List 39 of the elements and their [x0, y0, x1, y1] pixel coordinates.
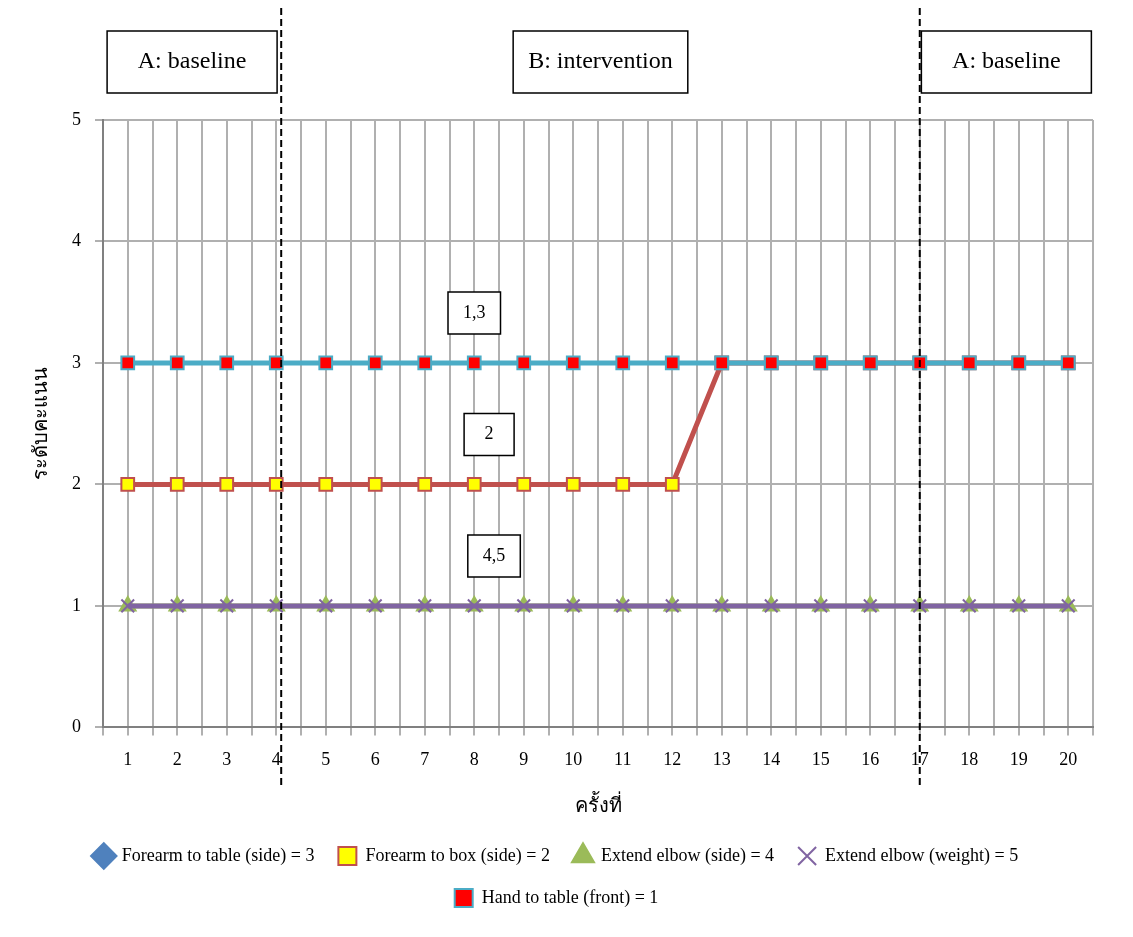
x-tick-label: 5	[321, 748, 331, 769]
legend-label: Hand to table (front) = 1	[481, 886, 659, 908]
x-tick-label: 7	[420, 748, 430, 769]
legend-label: Forearm to table (side) = 3	[121, 844, 315, 866]
x-tick-label: 4	[271, 748, 281, 769]
y-tick-label: 3	[72, 351, 81, 372]
x-tick-label: 12	[663, 748, 682, 769]
x-tick-label: 10	[564, 748, 583, 769]
annotation: 1,3	[463, 301, 486, 322]
annotation: 2	[484, 423, 494, 444]
x-tick-label: 3	[222, 748, 232, 769]
x-tick-label: 8	[469, 748, 479, 769]
annotation: 4,5	[482, 544, 506, 565]
legend-label: Extend elbow (weight) = 5	[825, 844, 1019, 866]
x-tick-label: 15	[811, 748, 830, 769]
x-tick-label: 6	[370, 748, 380, 769]
x-tick-label: 18	[960, 748, 979, 769]
text: A: baseline	[952, 47, 1061, 74]
y-tick-label: 1	[72, 594, 81, 615]
y-tick-label: 2	[72, 473, 81, 494]
legend-label: Extend elbow (side) = 4	[601, 844, 775, 866]
text: A: baseline	[137, 47, 247, 74]
x-tick-label: 16	[861, 748, 880, 769]
y-axis-title: ระดับคะแนน	[29, 367, 52, 481]
x-tick-label: 1	[123, 748, 133, 769]
x-tick-label: 14	[762, 748, 781, 769]
x-tick-label: 9	[519, 748, 529, 769]
x-tick-label: 19	[1009, 748, 1028, 769]
text: B: intervention	[528, 47, 673, 74]
x-tick-label: 17	[910, 748, 929, 769]
x-tick-label: 20	[1059, 748, 1078, 769]
y-tick-label: 5	[72, 108, 81, 129]
x-tick-label: 2	[172, 748, 182, 769]
x-axis-title: ครั้งที่	[574, 791, 622, 817]
legend-label: Forearm to box (side) = 2	[365, 844, 551, 866]
y-tick-label: 4	[72, 230, 81, 251]
y-tick-label: 0	[72, 716, 81, 737]
x-tick-label: 13	[712, 748, 731, 769]
x-tick-label: 11	[614, 748, 632, 769]
